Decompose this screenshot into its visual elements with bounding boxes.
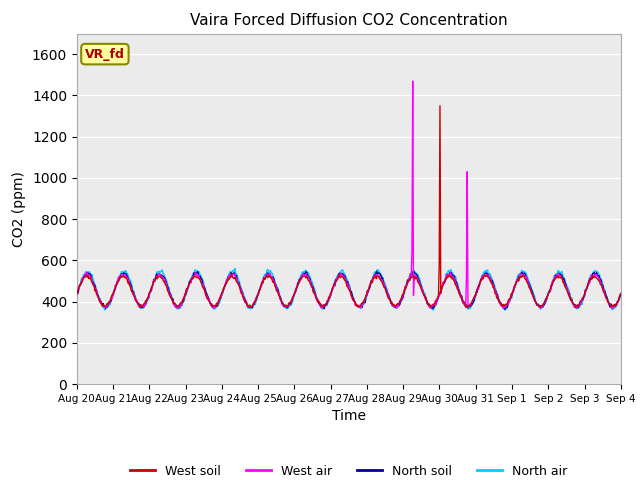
X-axis label: Time: Time bbox=[332, 409, 366, 423]
Legend: West soil, West air, North soil, North air: West soil, West air, North soil, North a… bbox=[125, 460, 572, 480]
Y-axis label: CO2 (ppm): CO2 (ppm) bbox=[12, 171, 26, 247]
Text: VR_fd: VR_fd bbox=[85, 48, 125, 60]
Title: Vaira Forced Diffusion CO2 Concentration: Vaira Forced Diffusion CO2 Concentration bbox=[190, 13, 508, 28]
